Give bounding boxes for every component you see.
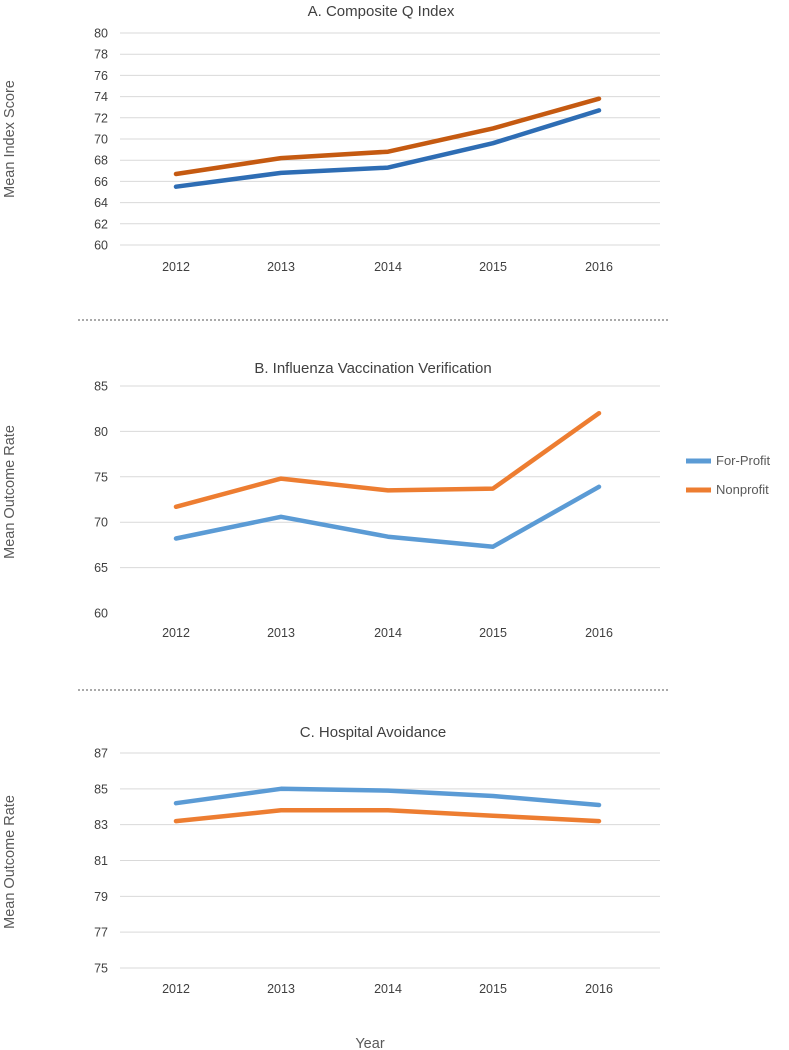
panel-b: B. Influenza Vaccination Verification Me… (2, 360, 660, 640)
series-line-for-profit (173, 108, 602, 189)
y-tick-label: 77 (94, 926, 108, 940)
panel-a-plot: 60 62 64 66 68 70 72 74 76 78 80 2012 2013 2014 2015 20… (94, 27, 660, 274)
panel-c: C. Hospital Avoidance Mean Outcome Rate … (2, 724, 660, 996)
panel-c-title: C. Hospital Avoidance (300, 724, 446, 741)
panel-b-ylabel: Mean Outcome Rate (2, 425, 18, 559)
x-tick-label: 2013 (267, 982, 295, 996)
y-tick-label: 74 (94, 90, 108, 104)
x-tick-label: 2014 (374, 626, 402, 640)
y-tick-label: 60 (94, 239, 108, 253)
y-tick-label: 60 (94, 607, 108, 621)
y-tick-label: 87 (94, 747, 108, 761)
x-tick-label: 2016 (585, 982, 613, 996)
series-line-nonprofit (173, 808, 602, 824)
legend-label-nonprofit: Nonprofit (716, 482, 769, 497)
series-line-for-profit (173, 786, 602, 808)
y-tick-label: 76 (94, 69, 108, 83)
series-line-for-profit (173, 484, 602, 549)
panel-a-title: A. Composite Q Index (308, 3, 455, 20)
panel-b-title: B. Influenza Vaccination Verification (254, 360, 491, 377)
y-tick-label: 66 (94, 175, 108, 189)
x-tick-label: 2016 (585, 260, 613, 274)
y-tick-label: 79 (94, 890, 108, 904)
x-tick-label: 2013 (267, 260, 295, 274)
legend-label-for-profit: For-Profit (716, 453, 771, 468)
x-tick-label: 2015 (479, 626, 507, 640)
x-tick-label: 2012 (162, 626, 190, 640)
series-line-nonprofit (173, 96, 602, 177)
legend: For-Profit Nonprofit (686, 453, 771, 497)
x-tick-label: 2014 (374, 260, 402, 274)
y-tick-label: 80 (94, 27, 108, 41)
x-axis-label: Year (355, 1036, 384, 1050)
y-tick-label: 78 (94, 48, 108, 62)
panel-b-plot: 60 65 70 75 80 85 2012 2013 2014 2015 2016 (94, 380, 660, 640)
y-tick-label: 85 (94, 380, 108, 394)
y-tick-label: 75 (94, 962, 108, 976)
y-tick-label: 64 (94, 196, 108, 210)
x-tick-label: 2015 (479, 260, 507, 274)
x-tick-label: 2016 (585, 626, 613, 640)
x-tick-label: 2012 (162, 982, 190, 996)
panel-c-ylabel: Mean Outcome Rate (2, 795, 18, 929)
y-tick-label: 65 (94, 561, 108, 575)
y-tick-label: 72 (94, 111, 108, 125)
x-tick-label: 2015 (479, 982, 507, 996)
panel-a-ylabel: Mean Index Score (2, 80, 18, 198)
y-tick-label: 81 (94, 854, 108, 868)
series-line-nonprofit (173, 410, 602, 510)
y-tick-label: 75 (94, 470, 108, 484)
x-tick-label: 2013 (267, 626, 295, 640)
panel-c-plot: 75 77 79 81 83 85 87 2012 2013 2014 2015 2016 (94, 747, 660, 996)
panel-a: A. Composite Q Index Mean Index Score 60… (2, 3, 660, 274)
y-tick-label: 70 (94, 133, 108, 147)
y-tick-label: 85 (94, 782, 108, 796)
y-tick-label: 80 (94, 425, 108, 439)
y-tick-label: 70 (94, 516, 108, 530)
x-tick-label: 2012 (162, 260, 190, 274)
y-tick-label: 62 (94, 217, 108, 231)
x-tick-label: 2014 (374, 982, 402, 996)
y-tick-label: 83 (94, 818, 108, 832)
y-tick-label: 68 (94, 154, 108, 168)
